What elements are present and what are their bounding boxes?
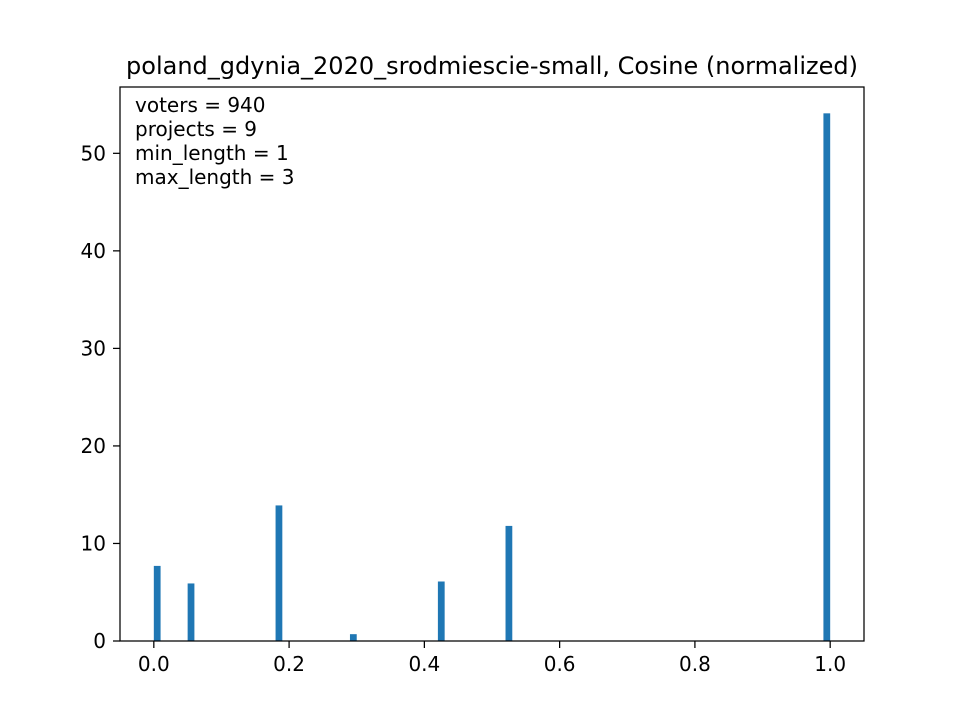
histogram-bar <box>505 525 513 641</box>
annotation-line: max_length = 3 <box>135 165 295 189</box>
histogram-bar <box>275 505 283 641</box>
x-tick-label: 0.8 <box>679 652 711 676</box>
x-tick-label: 0.4 <box>408 652 440 676</box>
y-tick-label: 0 <box>93 629 106 653</box>
histogram-bar <box>437 581 445 641</box>
y-tick-label: 30 <box>81 336 106 360</box>
chart-title: poland_gdynia_2020_srodmiescie-small, Co… <box>126 52 858 80</box>
histogram-bar <box>349 634 357 641</box>
x-tick-label: 0.0 <box>138 652 170 676</box>
y-tick-label: 20 <box>81 434 106 458</box>
x-tick-label: 0.6 <box>544 652 576 676</box>
annotation-line: projects = 9 <box>135 117 257 141</box>
bars-group <box>153 113 831 641</box>
y-axis: 0 10 20 30 40 50 <box>81 141 120 653</box>
x-tick-label: 0.2 <box>273 652 305 676</box>
y-tick-label: 10 <box>81 531 106 555</box>
histogram-bar <box>823 113 831 641</box>
y-tick-label: 40 <box>81 239 106 263</box>
plot-frame <box>119 86 865 642</box>
x-tick-label: 1.0 <box>814 652 846 676</box>
y-tick-label: 50 <box>81 141 106 165</box>
annotation-line: min_length = 1 <box>135 141 289 165</box>
x-axis: 0.0 0.2 0.4 0.6 0.8 1.0 <box>138 641 846 676</box>
annotation-line: voters = 940 <box>135 93 266 117</box>
histogram-bar <box>153 565 161 641</box>
histogram-bar <box>187 583 195 641</box>
